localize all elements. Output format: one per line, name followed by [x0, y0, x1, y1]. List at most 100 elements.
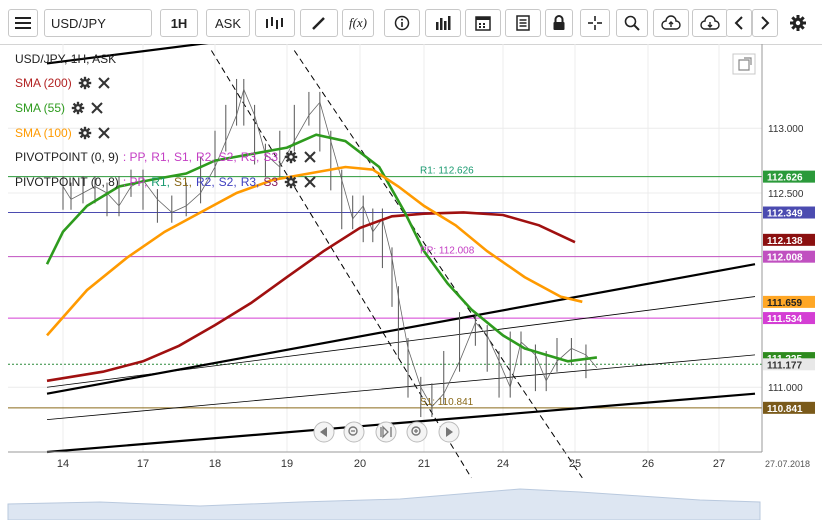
pivot-legend-level: R3,: [240, 175, 260, 189]
zoom-in-icon: [411, 426, 421, 436]
hamburger-icon: [15, 16, 31, 30]
price-marker-label: 110.841: [767, 404, 803, 415]
draw-tool-button[interactable]: [300, 9, 338, 37]
crosshair-icon: [587, 15, 603, 31]
price-marker: [763, 312, 815, 325]
nav-back-button[interactable]: [313, 421, 335, 443]
scroll-forward-button[interactable]: [752, 9, 778, 37]
pivot-legend-level: R2,: [195, 150, 215, 164]
pivot-labels: R1: 112.626 PP: 112.008 S1: 110.841: [420, 166, 475, 408]
x-tick-label: 18: [209, 458, 221, 470]
toolbar: 1H ASK f(x): [0, 0, 822, 45]
lock-button[interactable]: [545, 9, 573, 37]
price-marker-label: 112.008: [767, 253, 803, 264]
price-line: [62, 88, 598, 408]
volume-button[interactable]: [425, 9, 461, 37]
menu-button[interactable]: [8, 9, 38, 37]
nav-zoom-out-button[interactable]: [343, 421, 365, 443]
symbol-input[interactable]: [44, 9, 152, 37]
indicator-label: SMA (200): [15, 76, 72, 90]
info-icon: [394, 15, 410, 31]
price-marker: [763, 358, 815, 371]
chart-type-button[interactable]: [255, 9, 295, 37]
price-marker: [763, 401, 815, 414]
indicator-label: SMA (55): [15, 101, 66, 115]
nav-reset-button[interactable]: [375, 421, 397, 443]
trend-line: [46, 392, 756, 454]
pivot-legend-level: R1,: [151, 175, 170, 189]
triangle-right-icon: [446, 427, 453, 437]
indicators-button[interactable]: f(x): [342, 9, 374, 37]
gear-icon[interactable]: [78, 76, 92, 90]
pen-icon: [311, 15, 327, 31]
chart-header: USD/JPY, 1H, ASK: [15, 52, 116, 66]
bar-chart-icon: [435, 15, 451, 31]
pivot-legend-level: R1,: [151, 150, 170, 164]
info-button[interactable]: [384, 9, 420, 37]
fullscreen-button[interactable]: [732, 53, 756, 75]
trend-line: [293, 50, 583, 479]
lock-icon: [552, 15, 566, 31]
chart-nav-controls: [313, 421, 460, 443]
y-tick-label: 113.000: [768, 124, 804, 135]
trend-line: [46, 296, 756, 388]
x-tick-label: 19: [281, 458, 293, 470]
close-icon[interactable]: [97, 127, 110, 139]
indicator-label: SMA (100): [15, 126, 72, 140]
expand-icon: [738, 57, 752, 71]
cloud-upload-icon: [661, 15, 681, 31]
x-tick-label: 20: [354, 458, 366, 470]
pivot-legend-level: S3: [263, 150, 279, 164]
price-type-label: ASK: [214, 15, 241, 31]
price-type-button[interactable]: ASK: [206, 9, 250, 37]
reset-icon: [380, 425, 392, 439]
news-button[interactable]: [505, 9, 541, 37]
price-marker: [763, 233, 815, 246]
x-tick-label: 25: [569, 458, 581, 470]
price-chart[interactable]: R1: 112.626 PP: 112.008 S1: 110.841 14 17 18…: [0, 44, 822, 520]
upload-button[interactable]: [653, 9, 689, 37]
x-tick-label: 17: [137, 458, 149, 470]
gear-icon[interactable]: [284, 175, 298, 189]
pivot-lines: [8, 176, 762, 409]
close-icon[interactable]: [304, 176, 316, 188]
crosshair-button[interactable]: [580, 9, 610, 37]
chevron-right-icon: [760, 15, 770, 31]
triangle-left-icon: [320, 427, 327, 437]
timeframe-label: 1H: [170, 15, 188, 31]
indicator-legend-row: SMA (200): [15, 76, 110, 90]
pivot-legend-level: : PP,: [122, 175, 148, 189]
indicator-legend-row: SMA (55): [15, 101, 103, 115]
pivot-legend-row: PIVOTPOINT (0, 9): PP, R1, S1, R2, S2, R3, S3: [15, 150, 316, 164]
close-icon[interactable]: [304, 151, 316, 163]
pivot-legend-level: : PP,: [122, 150, 148, 164]
gear-icon[interactable]: [78, 126, 92, 140]
nav-forward-button[interactable]: [438, 421, 460, 443]
close-icon[interactable]: [91, 102, 103, 114]
download-button[interactable]: [692, 9, 728, 37]
zoom-button[interactable]: [616, 9, 648, 37]
close-icon[interactable]: [97, 77, 110, 89]
price-marker-label: 112.138: [767, 236, 803, 247]
calendar-icon: [475, 15, 491, 31]
pivot-legend-level: S2,: [218, 175, 237, 189]
price-marker: [763, 170, 815, 183]
sma-line: [46, 165, 583, 337]
price-marker-label: 112.349: [767, 209, 803, 220]
pivot-legend-name: PIVOTPOINT (0, 8): [15, 175, 119, 189]
pivot-level-label: S1: 110.841: [420, 397, 474, 408]
gear-icon[interactable]: [71, 101, 85, 115]
fx-label: f(x): [348, 15, 368, 30]
sma-line: [45, 133, 598, 363]
gear-icon[interactable]: [284, 150, 298, 164]
axes: 14 17 18 19 20 21 24 25 26 27 27.07.2018 113.000 112…: [7, 44, 810, 520]
scroll-back-button[interactable]: [726, 9, 752, 37]
timeframe-button[interactable]: 1H: [160, 9, 198, 37]
price-marker-label: 111.177: [767, 360, 802, 371]
document-icon: [515, 15, 531, 31]
nav-zoom-in-button[interactable]: [406, 421, 428, 443]
calendar-button[interactable]: [465, 9, 501, 37]
settings-button[interactable]: [785, 9, 811, 37]
zoom-out-icon: [348, 426, 358, 436]
price-marker: [763, 250, 815, 263]
